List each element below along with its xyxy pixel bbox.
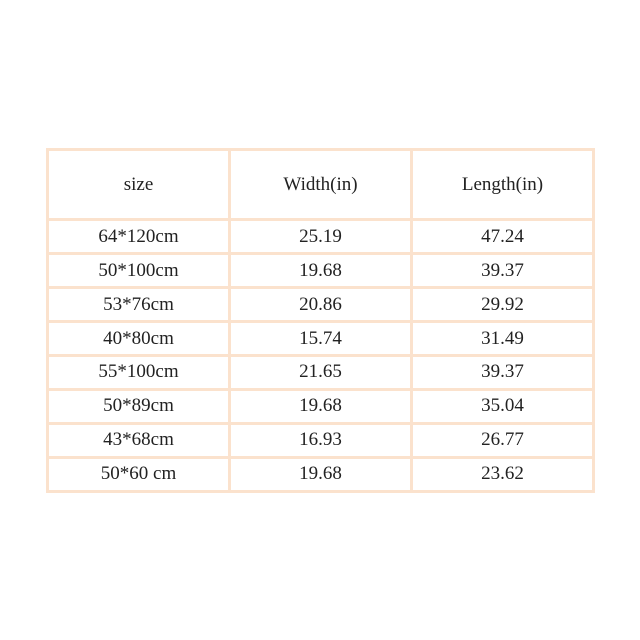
- length-cell: 47.24: [410, 218, 595, 256]
- length-cell: 26.77: [410, 421, 595, 459]
- length-cell: 39.37: [410, 252, 595, 290]
- width-cell: 15.74: [228, 320, 413, 357]
- size-cell: 50*100cm: [46, 252, 231, 290]
- size-cell: 55*100cm: [46, 354, 231, 391]
- size-chart-table: size Width(in) Length(in) 64*120cm 25.19 4…: [46, 147, 595, 494]
- length-cell: 23.62: [410, 455, 595, 494]
- size-cell: 50*60 cm: [46, 455, 231, 494]
- width-cell: 19.68: [228, 387, 413, 425]
- size-cell: 64*120cm: [46, 218, 231, 256]
- header-row: size Width(in) Length(in): [46, 147, 595, 222]
- width-cell: 19.68: [228, 252, 413, 290]
- length-cell: 31.49: [410, 320, 595, 357]
- width-cell: 21.65: [228, 354, 413, 391]
- table-row: 50*89cm 19.68 35.04: [46, 387, 595, 425]
- header-length: Length(in): [410, 147, 595, 222]
- header-size: size: [46, 147, 231, 222]
- table-row: 64*120cm 25.19 47.24: [46, 218, 595, 256]
- size-cell: 43*68cm: [46, 421, 231, 459]
- size-cell: 50*89cm: [46, 387, 231, 425]
- length-cell: 29.92: [410, 286, 595, 324]
- table-row: 50*60 cm 19.68 23.62: [46, 455, 595, 494]
- width-cell: 20.86: [228, 286, 413, 324]
- table-row: 50*100cm 19.68 39.37: [46, 252, 595, 290]
- length-cell: 35.04: [410, 387, 595, 425]
- length-cell: 39.37: [410, 354, 595, 391]
- table-row: 43*68cm 16.93 26.77: [46, 421, 595, 459]
- size-cell: 40*80cm: [46, 320, 231, 357]
- table-row: 40*80cm 15.74 31.49: [46, 320, 595, 357]
- width-cell: 16.93: [228, 421, 413, 459]
- size-cell: 53*76cm: [46, 286, 231, 324]
- table-row: 53*76cm 20.86 29.92: [46, 286, 595, 324]
- width-cell: 19.68: [228, 455, 413, 494]
- table-row: 55*100cm 21.65 39.37: [46, 354, 595, 391]
- header-width: Width(in): [228, 147, 413, 222]
- width-cell: 25.19: [228, 218, 413, 256]
